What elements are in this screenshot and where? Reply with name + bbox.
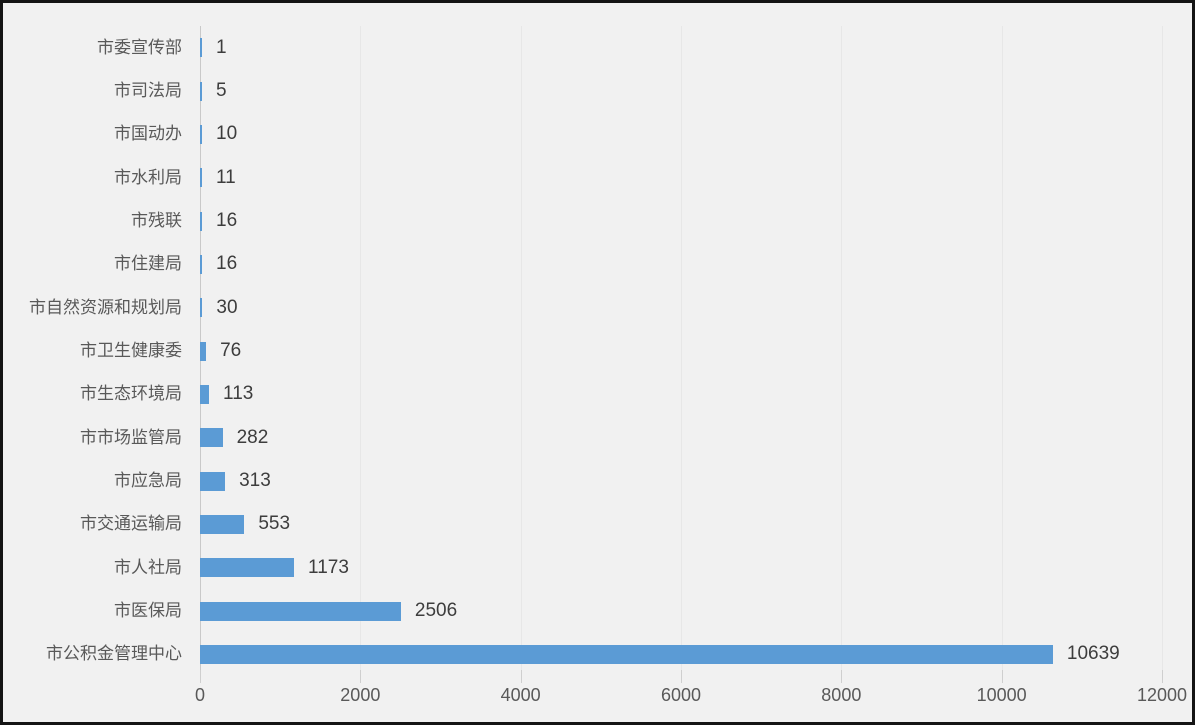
category-label: 市公积金管理中心: [46, 644, 182, 664]
value-label: 16: [216, 253, 238, 275]
category-label: 市委宣传部: [97, 37, 182, 57]
category-label: 市交通运输局: [80, 514, 182, 534]
value-label: 113: [223, 383, 254, 405]
category-label: 市残联: [131, 211, 182, 230]
x-tick-mark: [1162, 670, 1163, 683]
value-label: 1173: [308, 556, 349, 578]
value-label: 10: [216, 123, 238, 145]
x-tick-label: 2000: [340, 685, 381, 705]
category-label: 市医保局: [114, 601, 182, 620]
value-label: 5: [216, 80, 227, 101]
value-label: 1: [216, 36, 227, 58]
category-label: 市卫生健康委: [80, 341, 182, 360]
bar: [200, 38, 202, 58]
bar: [200, 341, 207, 361]
bar: [200, 211, 202, 231]
bar: [200, 254, 202, 274]
value-label: 2506: [414, 600, 458, 621]
x-tick-mark: [841, 670, 843, 683]
bar: [200, 81, 202, 101]
value-label: 30: [216, 296, 238, 318]
bar: [200, 471, 226, 491]
value-label: 76: [220, 340, 242, 361]
x-tick-label: 12000: [1136, 685, 1188, 705]
value-label: 313: [239, 470, 271, 491]
category-label: 市应急局: [114, 471, 182, 490]
bar: [200, 558, 295, 578]
category-label: 市司法局: [114, 81, 182, 100]
category-label: 市生态环境局: [80, 384, 182, 404]
gridline: [360, 26, 362, 676]
gridline: [1162, 26, 1163, 676]
category-label: 市自然资源和规划局: [29, 297, 182, 317]
gridline: [681, 26, 682, 676]
value-label: 10639: [1066, 643, 1120, 665]
category-label: 市国动办: [114, 124, 182, 144]
bar: [200, 514, 245, 534]
gridline: [841, 26, 843, 676]
x-tick-mark: [360, 670, 362, 683]
category-label: 市市场监管局: [80, 427, 182, 447]
x-tick-label: 10000: [976, 685, 1027, 705]
bar: [200, 298, 203, 318]
x-tick-mark: [520, 670, 522, 683]
category-label: 市人社局: [114, 557, 182, 577]
bar: [200, 428, 223, 448]
bar: [200, 124, 202, 144]
value-label: 553: [258, 513, 291, 535]
bar: [200, 384, 210, 404]
bar: [200, 168, 202, 188]
x-tick-mark: [681, 670, 682, 683]
x-tick-label: 4000: [500, 685, 541, 705]
category-label: 市住建局: [114, 254, 182, 274]
x-tick-label: 8000: [821, 685, 862, 705]
gridline: [1001, 26, 1003, 676]
value-label: 282: [236, 426, 269, 448]
x-tick-mark: [200, 670, 201, 683]
value-label: 16: [216, 210, 238, 231]
bar: [200, 601, 401, 621]
gridline: [520, 26, 522, 676]
bar-chart: 0 2000 4000 6000 8000 10000 12000 市委宣传部 1 市司法局 5 市国…: [3, 3, 1192, 722]
bar: [200, 644, 1053, 664]
x-tick-label: 0: [194, 685, 205, 705]
value-label: 11: [216, 166, 236, 188]
x-tick-label: 6000: [660, 685, 702, 705]
x-tick-mark: [1001, 670, 1003, 683]
category-label: 市水利局: [114, 167, 182, 187]
